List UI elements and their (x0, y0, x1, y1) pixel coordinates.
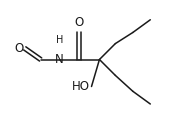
Text: HO: HO (72, 80, 90, 93)
Text: N: N (55, 53, 64, 66)
Text: O: O (74, 15, 83, 29)
Text: O: O (15, 42, 24, 55)
Text: H: H (56, 35, 63, 45)
